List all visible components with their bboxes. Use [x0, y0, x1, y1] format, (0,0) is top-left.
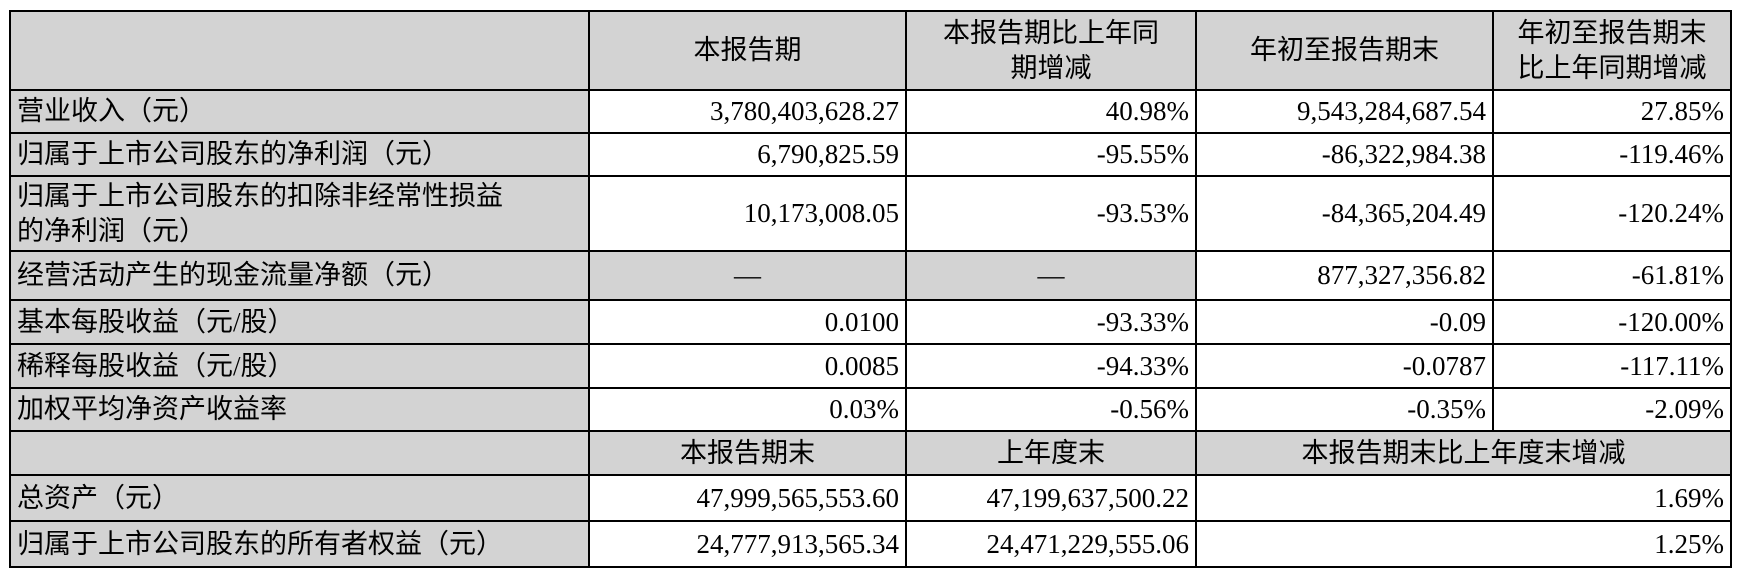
value-cell: -95.55%: [905, 132, 1197, 177]
row-label: 总资产（元）: [9, 474, 590, 523]
value-cell: 10,173,008.05: [588, 174, 907, 253]
value-cell: 24,471,229,555.06: [905, 520, 1197, 569]
row-label: 归属于上市公司股东的扣除非经常性损益 的净利润（元）: [9, 174, 590, 253]
value-cell: -117.11%: [1492, 343, 1732, 390]
value-cell: 0.0085: [588, 343, 907, 390]
table-row-shareholders-equity: 归属于上市公司股东的所有者权益（元） 24,777,913,565.34 24,…: [9, 520, 1732, 569]
value-cell: 6,790,825.59: [588, 132, 907, 177]
value-cell: -0.56%: [905, 387, 1197, 433]
value-cell: 0.0100: [588, 299, 907, 346]
header-prev-year-end: 上年度末: [905, 430, 1197, 477]
value-cell: 9,543,284,687.54: [1195, 89, 1494, 134]
row-label: 营业收入（元）: [9, 89, 590, 134]
value-cell: -0.0787: [1195, 343, 1494, 390]
value-cell: -84,365,204.49: [1195, 174, 1494, 253]
value-cell: -93.33%: [905, 299, 1197, 346]
value-cell: 47,999,565,553.60: [588, 474, 907, 523]
table-row-weighted-avg-roe: 加权平均净资产收益率 0.03% -0.56% -0.35% -2.09%: [9, 387, 1732, 433]
row-label: 经营活动产生的现金流量净额（元）: [9, 250, 590, 302]
row-label: 归属于上市公司股东的所有者权益（元）: [9, 520, 590, 569]
header-current-period-yoy: 本报告期比上年同 期增减: [905, 10, 1197, 91]
table-row-basic-eps: 基本每股收益（元/股） 0.0100 -93.33% -0.09 -120.00…: [9, 299, 1732, 346]
row-label: 归属于上市公司股东的净利润（元）: [9, 132, 590, 177]
value-cell: -0.09: [1195, 299, 1494, 346]
value-cell: 1.25%: [1195, 520, 1732, 569]
value-cell: -119.46%: [1492, 132, 1732, 177]
value-cell: 1.69%: [1195, 474, 1732, 523]
value-cell: -61.81%: [1492, 250, 1732, 302]
header-current-period: 本报告期: [588, 10, 907, 91]
header-ytd: 年初至报告期末: [1195, 10, 1494, 91]
value-cell: -120.00%: [1492, 299, 1732, 346]
value-cell: 877,327,356.82: [1195, 250, 1494, 302]
value-cell: -93.53%: [905, 174, 1197, 253]
value-cell: -94.33%: [905, 343, 1197, 390]
value-cell: 24,777,913,565.34: [588, 520, 907, 569]
table-row-total-assets: 总资产（元） 47,999,565,553.60 47,199,637,500.…: [9, 474, 1732, 523]
header-corner-cell: [9, 430, 590, 477]
value-cell: -0.35%: [1195, 387, 1494, 433]
value-cell: 27.85%: [1492, 89, 1732, 134]
value-cell: 3,780,403,628.27: [588, 89, 907, 134]
header-period-end: 本报告期末: [588, 430, 907, 477]
value-cell: -86,322,984.38: [1195, 132, 1494, 177]
table-row-net-profit-excl-nonrecurring: 归属于上市公司股东的扣除非经常性损益 的净利润（元） 10,173,008.05…: [9, 174, 1732, 253]
value-cell: 40.98%: [905, 89, 1197, 134]
financial-summary-table: 本报告期 本报告期比上年同 期增减 年初至报告期末 年初至报告期末 比上年同期增…: [9, 10, 1732, 569]
header-corner-cell: [9, 10, 590, 91]
row-label: 基本每股收益（元/股）: [9, 299, 590, 346]
table-row-revenue: 营业收入（元） 3,780,403,628.27 40.98% 9,543,28…: [9, 89, 1732, 134]
header-row-period-end: 本报告期末 上年度末 本报告期末比上年度末增减: [9, 430, 1732, 477]
value-cell: -2.09%: [1492, 387, 1732, 433]
header-row-period: 本报告期 本报告期比上年同 期增减 年初至报告期末 年初至报告期末 比上年同期增…: [9, 10, 1732, 91]
row-label: 加权平均净资产收益率: [9, 387, 590, 433]
header-ytd-yoy: 年初至报告期末 比上年同期增减: [1492, 10, 1732, 91]
table-row-net-profit: 归属于上市公司股东的净利润（元） 6,790,825.59 -95.55% -8…: [9, 132, 1732, 177]
value-cell: -120.24%: [1492, 174, 1732, 253]
value-cell: 47,199,637,500.22: [905, 474, 1197, 523]
value-cell: 0.03%: [588, 387, 907, 433]
table-row-diluted-eps: 稀释每股收益（元/股） 0.0085 -94.33% -0.0787 -117.…: [9, 343, 1732, 390]
table-row-operating-cash-flow: 经营活动产生的现金流量净额（元） — — 877,327,356.82 -61.…: [9, 250, 1732, 302]
row-label: 稀释每股收益（元/股）: [9, 343, 590, 390]
value-cell-dash: —: [905, 250, 1197, 302]
header-period-end-vs-prev-year-end: 本报告期末比上年度末增减: [1195, 430, 1732, 477]
value-cell-dash: —: [588, 250, 907, 302]
